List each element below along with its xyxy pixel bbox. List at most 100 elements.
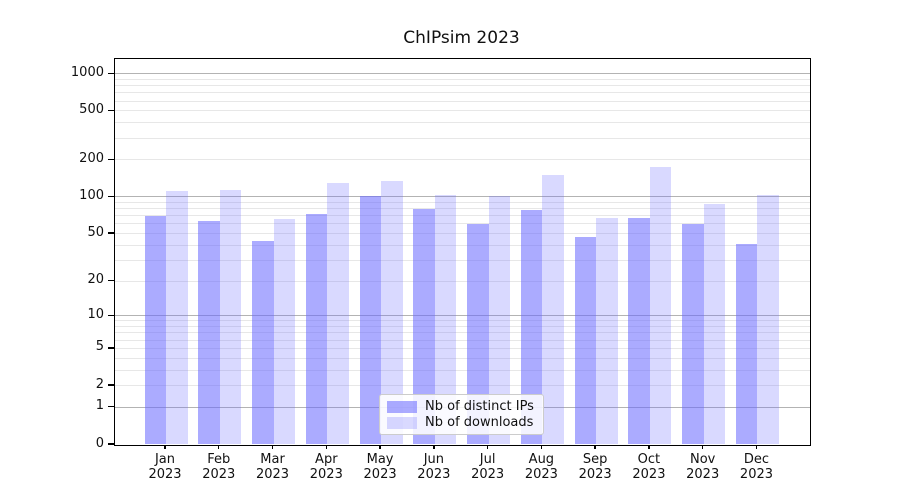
legend-row-downloads: Nb of downloads [387, 415, 536, 431]
bar-downloads-nov [703, 204, 726, 445]
bar-distinct-ips-may [359, 195, 382, 445]
x-tick-label-jul: Jul 2023 [471, 451, 505, 483]
legend-row-distinct-ips: Nb of distinct IPs [387, 399, 536, 415]
x-tick-label-sep: Sep 2023 [578, 451, 612, 483]
gridline-minor [115, 208, 810, 210]
bar-downloads-apr [327, 182, 349, 445]
y-tick-mark [108, 314, 114, 317]
y-tick-label: 0 [95, 435, 104, 451]
x-tick-mark [594, 444, 596, 449]
gridline-minor [115, 326, 810, 328]
y-tick-label: 500 [79, 101, 104, 117]
gridline-minor [115, 332, 810, 334]
gridline-minor [115, 259, 810, 261]
gridline-minor [115, 159, 810, 161]
y-tick-label: 1 [95, 398, 104, 414]
gridline-minor [115, 233, 810, 235]
chart-legend: Nb of distinct IPs Nb of downloads [379, 394, 544, 435]
gridline-minor [115, 92, 810, 94]
x-tick-mark [540, 444, 543, 449]
gridline-minor [115, 347, 810, 349]
x-tick-label-feb: Feb 2023 [202, 451, 236, 483]
x-tick-mark [702, 444, 704, 449]
x-tick-label-dec: Dec 2023 [739, 451, 774, 483]
x-tick-mark [325, 444, 327, 449]
bar-downloads-feb [219, 189, 242, 445]
bar-distinct-ips-feb [198, 220, 220, 445]
plot-area: Nb of distinct IPs Nb of downloads [114, 58, 811, 446]
gridline-minor [115, 357, 810, 359]
y-tick-mark [108, 443, 114, 445]
bar-downloads-jun [434, 194, 457, 445]
x-tick-label-mar: Mar 2023 [255, 451, 290, 483]
x-tick-mark [218, 444, 220, 449]
bar-downloads-mar [273, 218, 296, 445]
y-tick-label: 50 [87, 224, 104, 240]
y-tick-label: 1000 [70, 64, 104, 80]
y-tick-mark [108, 109, 114, 112]
x-tick-mark [486, 444, 489, 449]
y-tick-label: 2 [95, 376, 104, 392]
bar-downloads-may [381, 181, 403, 445]
y-tick-mark [108, 232, 114, 234]
gridline-minor [115, 223, 810, 225]
legend-swatch-distinct-ips-icon [387, 401, 417, 413]
bar-downloads-jul [488, 196, 511, 445]
bar-downloads-sep [596, 218, 618, 445]
gridline-minor [115, 385, 810, 387]
bar-distinct-ips-mar [252, 241, 274, 445]
x-tick-mark [379, 444, 381, 449]
y-tick-mark [108, 347, 114, 349]
x-tick-label-jun: Jun 2023 [417, 451, 451, 483]
y-tick-label: 100 [79, 187, 104, 203]
gridline-minor [115, 78, 810, 80]
x-tick-mark [271, 444, 274, 449]
chart-title: ChIPsim 2023 [403, 28, 520, 48]
gridline-minor [115, 100, 810, 102]
bar-distinct-ips-sep [574, 236, 597, 445]
bar-distinct-ips-nov [682, 223, 704, 445]
gridline-minor [115, 244, 810, 246]
legend-label-downloads: Nb of downloads [425, 415, 534, 430]
gridline-minor [115, 215, 810, 217]
bar-distinct-ips-jul [467, 223, 489, 445]
gridline-minor [115, 339, 810, 341]
bar-distinct-ips-jun [413, 208, 435, 445]
x-tick-label-jan: Jan 2023 [148, 451, 182, 483]
gridline-minor [115, 137, 810, 139]
y-tick-mark [108, 406, 114, 408]
gridline-minor [115, 110, 810, 112]
y-tick-mark [108, 72, 114, 74]
gridline-minor [115, 280, 810, 282]
gridline-minor [115, 201, 810, 203]
bar-distinct-ips-aug [520, 210, 543, 445]
x-tick-label-may: May 2023 [363, 451, 397, 483]
y-tick-label: 5 [95, 339, 104, 355]
gridline-major [115, 196, 810, 198]
legend-swatch-downloads-icon [387, 417, 417, 429]
y-tick-label: 20 [87, 272, 104, 288]
y-tick-mark [108, 384, 114, 386]
x-tick-mark [648, 444, 650, 449]
y-tick-mark [108, 195, 114, 198]
x-tick-label-oct: Oct 2023 [632, 451, 666, 483]
x-tick-label-apr: Apr 2023 [309, 451, 343, 483]
bar-distinct-ips-apr [305, 214, 328, 445]
y-tick-mark [108, 279, 114, 282]
x-tick-mark [433, 444, 435, 449]
legend-label-distinct-ips: Nb of distinct IPs [425, 399, 534, 414]
bar-downloads-dec [757, 194, 779, 445]
y-tick-label: 10 [87, 306, 104, 322]
bar-distinct-ips-dec [735, 243, 758, 445]
gridline-minor [115, 122, 810, 124]
bar-distinct-ips-oct [628, 218, 650, 445]
gridline-major [115, 73, 810, 75]
x-tick-label-aug: Aug 2023 [524, 451, 558, 483]
x-tick-mark [164, 444, 166, 449]
y-tick-label: 200 [79, 150, 104, 166]
y-tick-mark [108, 158, 114, 161]
bar-downloads-aug [542, 174, 564, 445]
gridline-minor [115, 320, 810, 322]
x-tick-label-nov: Nov 2023 [686, 451, 720, 483]
